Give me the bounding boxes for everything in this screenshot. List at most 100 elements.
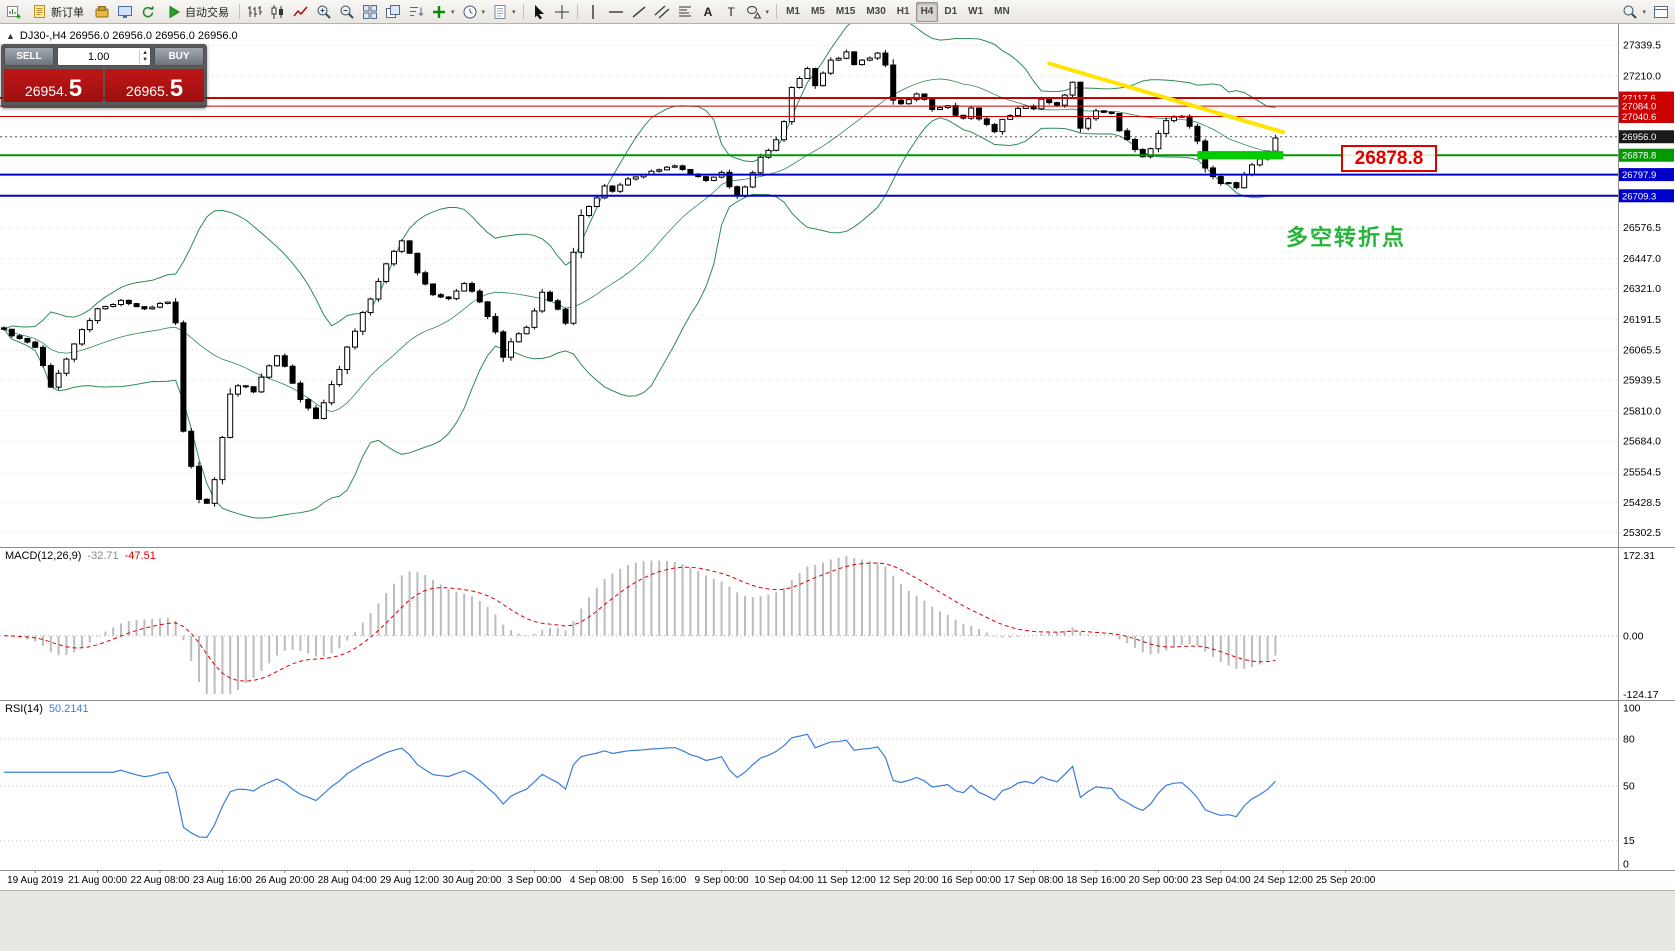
toolbar-separator [776,4,778,19]
svg-text:9 Sep 00:00: 9 Sep 00:00 [695,875,749,886]
refresh-icon[interactable] [137,2,159,22]
volume-input[interactable] [58,50,140,63]
support-highlight[interactable] [1197,151,1284,160]
text-icon[interactable]: A [697,2,719,22]
autotrading-button[interactable]: 自动交易 [160,2,235,22]
toolbar-separator [522,4,524,19]
crosshair-icon [554,4,569,19]
sell-price: 26954. [24,82,68,99]
rsi-levels [0,738,1618,842]
buy-price: 26965. [125,82,169,99]
volume-up-icon[interactable]: ▲ [142,49,149,56]
horizontal-line-icon[interactable] [605,2,627,22]
descending-trendline[interactable] [1047,61,1286,135]
crosshair-icon[interactable] [551,2,573,22]
macd-signal-line [3,562,1276,682]
sell-price-pips: 5 [68,74,83,102]
fibonacci-icon[interactable] [674,2,696,22]
volume-control[interactable]: ▲ ▼ [57,47,151,66]
pane-separators[interactable] [0,547,1675,871]
sell-price-button[interactable]: 26954. 5 [4,69,103,102]
new-order-icon [34,4,45,18]
svg-text:50: 50 [1623,781,1635,793]
shapes-icon[interactable]: ▾ [743,2,773,22]
svg-text:26797.9: 26797.9 [1622,170,1656,181]
templates-icon[interactable]: ▾ [489,2,519,22]
timeframe-m30-button[interactable]: M30 [861,2,890,22]
new-order-button[interactable]: 新订单 [26,2,90,22]
cursor-icon [534,4,544,19]
strategy-tester-icon[interactable] [91,2,113,22]
svg-text:12 Sep 20:00: 12 Sep 20:00 [879,875,939,886]
svg-text:28 Aug 04:00: 28 Aug 04:00 [318,875,377,886]
svg-text:25810.0: 25810.0 [1623,406,1661,418]
svg-text:24 Sep 12:00: 24 Sep 12:00 [1253,875,1313,886]
svg-text:23 Aug 16:00: 23 Aug 16:00 [193,875,252,886]
channel-icon[interactable] [651,2,673,22]
svg-text:10 Sep 04:00: 10 Sep 04:00 [754,875,814,886]
buy-button[interactable]: BUY [154,47,204,66]
svg-text:15: 15 [1623,835,1635,847]
buy-price-button[interactable]: 26965. 5 [105,69,204,102]
timeframe-h1-button[interactable]: H1 [892,2,915,22]
sell-button[interactable]: SELL [4,47,54,66]
new-chart-icon[interactable] [3,2,25,22]
candlestick-chart-icon[interactable] [267,2,289,22]
timeframe-h4-button[interactable]: H4 [915,1,939,22]
svg-text:25428.5: 25428.5 [1623,497,1661,509]
svg-text:25554.5: 25554.5 [1623,467,1661,479]
svg-text:27084.0: 27084.0 [1622,102,1656,113]
market-watch-icon[interactable] [114,2,136,22]
indicators-icon[interactable]: ▾ [428,2,458,22]
caret-icon: ▾ [1642,8,1646,16]
text-icon: A [703,5,712,19]
one-click-collapse-icon[interactable]: ▲ [6,31,15,41]
search-icon [1623,5,1638,19]
bar-chart-icon[interactable] [244,2,266,22]
window-icon[interactable] [1650,2,1672,22]
timeframe-m15-button[interactable]: M15 [831,2,860,22]
svg-text:0: 0 [1623,859,1629,871]
svg-text:20 Sep 00:00: 20 Sep 00:00 [1129,875,1189,886]
macd-signal-value: -47.51 [124,550,156,562]
rsi-axis-labels: 100 80 50 15 0 [1623,703,1641,871]
zoom-in-icon[interactable] [313,2,335,22]
periods-icon[interactable]: ▾ [459,2,489,22]
tile-windows-icon[interactable] [359,2,381,22]
label-icon[interactable]: T [720,2,742,22]
line-chart-icon[interactable] [290,2,312,22]
zoom-out-icon[interactable] [336,2,358,22]
chart-canvas[interactable]: 27339.5 27210.0 26576.5 26447.0 26321.0 26191… [0,24,1675,890]
svg-text:26878.8: 26878.8 [1622,151,1656,162]
vertical-line-icon[interactable] [582,2,604,22]
svg-text:21 Aug 00:00: 21 Aug 00:00 [68,875,127,886]
chart-area[interactable]: 27339.5 27210.0 26576.5 26447.0 26321.0 26191… [0,24,1675,890]
search-icon[interactable]: ▾ [1619,2,1649,22]
svg-text:5 Sep 16:00: 5 Sep 16:00 [632,875,686,886]
svg-text:19 Aug 2019: 19 Aug 2019 [7,875,64,886]
turning-point-label: 多空转折点 [1286,225,1407,250]
arrange-icon[interactable] [382,2,404,22]
svg-text:80: 80 [1623,734,1635,746]
window-icon [1654,5,1668,18]
svg-text:172.31: 172.31 [1623,550,1655,562]
timeframe-m1-button[interactable]: M1 [781,2,805,22]
horizontal-line-icon [608,10,623,13]
price-axis-bg [1619,24,1675,870]
timeframe-mn-button[interactable]: MN [989,2,1015,22]
timeframe-m5-button[interactable]: M5 [806,2,830,22]
refresh-icon [142,5,154,17]
svg-text:4 Sep 08:00: 4 Sep 08:00 [570,875,624,886]
trendline-icon[interactable] [628,2,650,22]
svg-text:A: A [703,5,712,19]
svg-text:26447.0: 26447.0 [1623,253,1661,265]
timeframe-d1-button[interactable]: D1 [939,2,962,22]
svg-text:27117.6: 27117.6 [1622,94,1656,105]
volume-down-icon[interactable]: ▼ [142,56,149,63]
timeframe-w1-button[interactable]: W1 [963,2,988,22]
sort-icon[interactable] [405,2,427,22]
cursor-icon[interactable] [528,2,550,22]
sort-icon [410,6,424,16]
svg-text:26576.5: 26576.5 [1623,222,1661,234]
tile-windows-icon [363,4,377,19]
